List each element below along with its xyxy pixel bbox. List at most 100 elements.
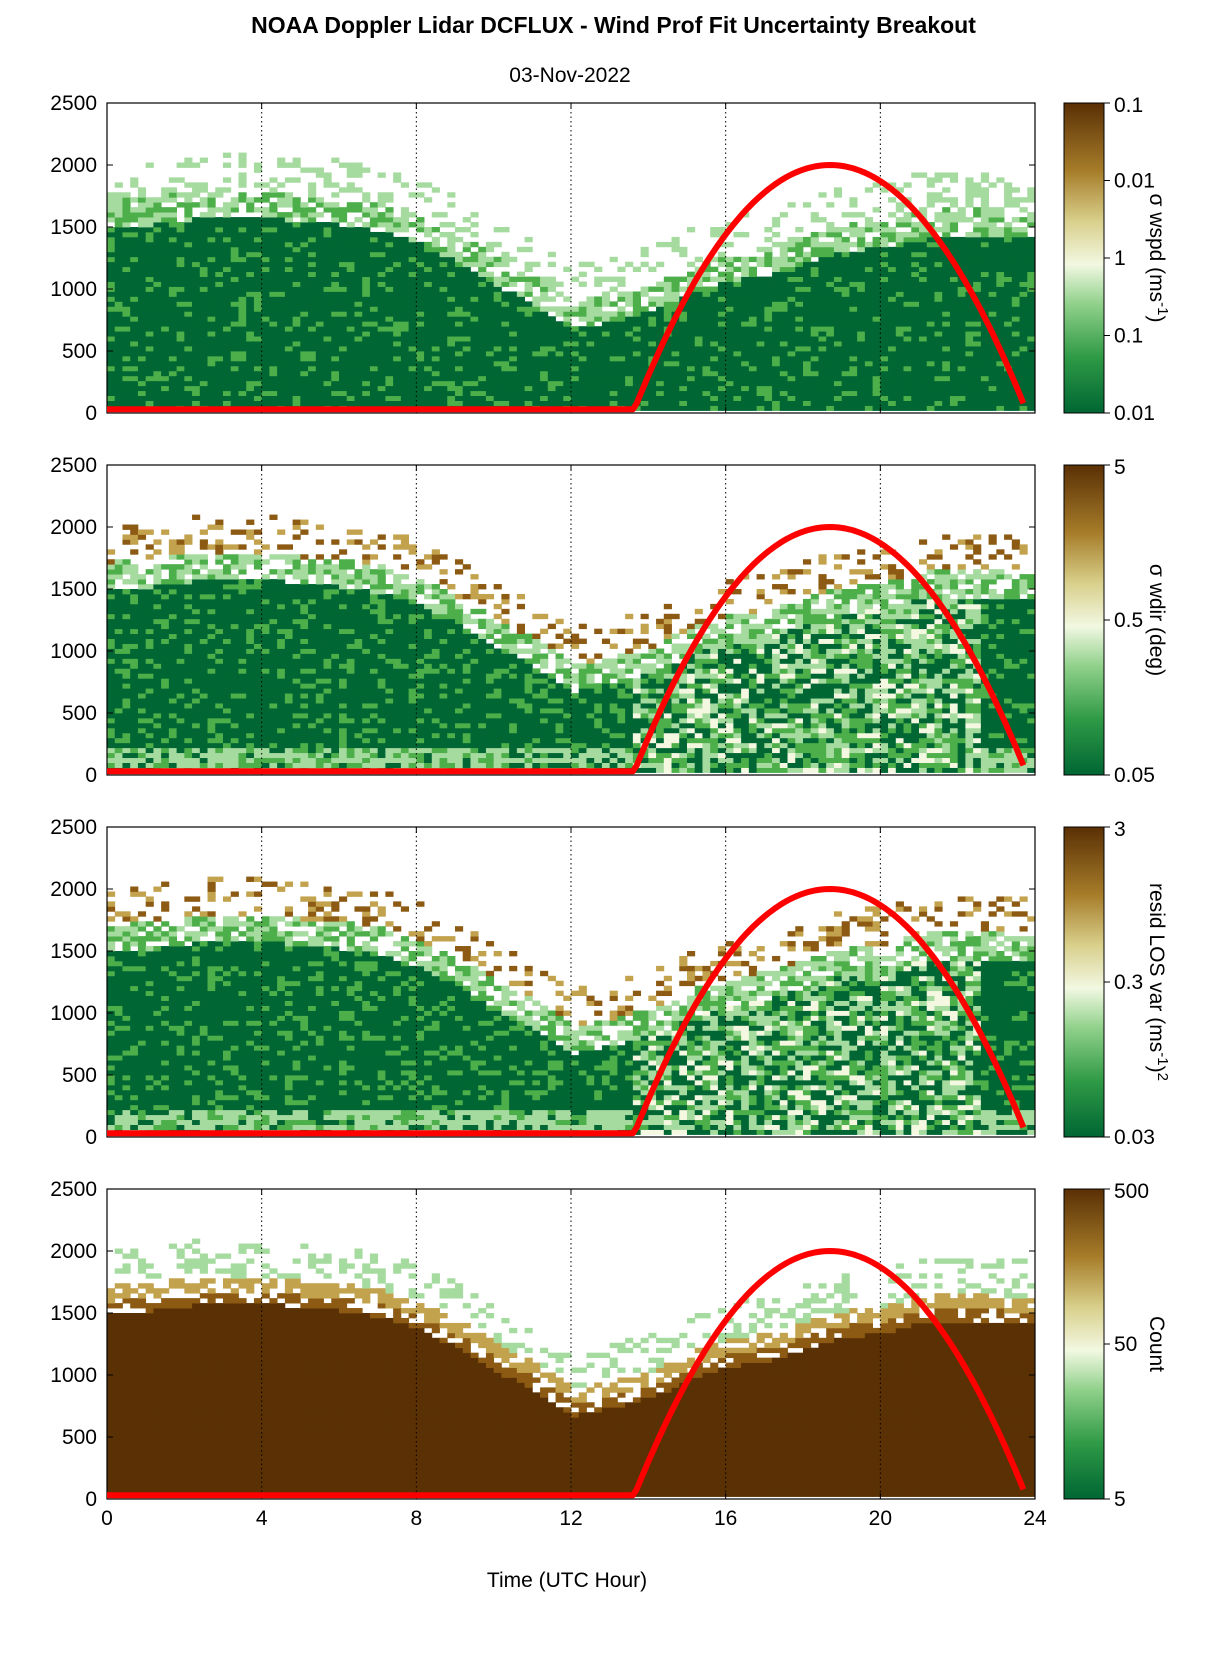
- heatmap-cell: [741, 346, 750, 352]
- heatmap-cell: [400, 341, 409, 347]
- heatmap-cell: [207, 316, 216, 322]
- heatmap-cell: [385, 326, 394, 332]
- heatmap-cell: [346, 266, 355, 273]
- heatmap-cell: [841, 365, 850, 372]
- heatmap-cell: [1027, 291, 1036, 297]
- colorbar-tick-label: 0.1: [1114, 325, 1143, 348]
- heatmap-cell: [501, 380, 510, 387]
- heatmap-cell: [269, 177, 278, 183]
- heatmap-cell: [354, 231, 363, 238]
- heatmap-cell: [393, 400, 402, 406]
- heatmap-cell: [1011, 365, 1020, 372]
- heatmap-cell: [431, 266, 440, 273]
- heatmap-cell: [339, 251, 348, 258]
- heatmap-cell: [849, 336, 858, 342]
- heatmap-cell: [107, 713, 116, 719]
- heatmap-cell: [694, 390, 703, 397]
- heatmap-cell: [787, 241, 796, 248]
- heatmap-cell: [253, 241, 263, 248]
- heatmap-cell: [772, 231, 781, 238]
- heatmap-cell: [810, 311, 819, 317]
- heatmap-cell: [779, 271, 788, 277]
- heatmap-cell: [903, 351, 912, 357]
- heatmap-cell: [864, 281, 873, 287]
- heatmap-cell: [926, 182, 935, 188]
- heatmap-cell: [153, 727, 162, 734]
- heatmap-cell: [230, 400, 239, 406]
- heatmap-cell: [176, 628, 185, 635]
- heatmap-cell: [145, 256, 154, 263]
- heatmap-cell: [114, 311, 123, 317]
- heatmap-cell: [184, 668, 193, 674]
- heatmap-cell: [137, 722, 147, 729]
- heatmap-cell: [400, 380, 409, 387]
- heatmap-cell: [315, 271, 324, 277]
- heatmap-cell: [176, 281, 185, 287]
- heatmap-cell: [571, 306, 580, 312]
- heatmap-cell: [137, 618, 147, 625]
- heatmap-cell: [199, 261, 208, 268]
- heatmap-cell: [339, 395, 348, 401]
- heatmap-cell: [524, 360, 533, 367]
- heatmap-cell: [833, 286, 843, 292]
- heatmap-cell: [965, 236, 974, 243]
- heatmap-cell: [733, 336, 742, 342]
- heatmap-cell: [632, 336, 641, 342]
- heatmap-cell: [1027, 380, 1036, 387]
- heatmap-cell: [137, 628, 147, 635]
- heatmap-cell: [130, 638, 139, 644]
- heatmap-cell: [184, 623, 193, 630]
- heatmap-cell: [455, 256, 464, 263]
- heatmap-cell: [656, 311, 665, 317]
- heatmap-cell: [547, 351, 556, 357]
- heatmap-cell: [601, 316, 611, 322]
- heatmap-cell: [176, 623, 185, 630]
- heatmap-cell: [331, 390, 340, 397]
- heatmap-cell: [184, 400, 193, 406]
- heatmap-cell: [733, 331, 742, 337]
- heatmap-cell: [1011, 251, 1020, 258]
- heatmap-cell: [107, 207, 116, 213]
- heatmap-cell: [888, 311, 897, 317]
- heatmap-cell: [153, 752, 162, 759]
- heatmap-cell: [725, 355, 734, 362]
- heatmap-cell: [841, 276, 850, 282]
- heatmap-cell: [555, 326, 564, 332]
- heatmap-cell: [114, 316, 123, 322]
- heatmap-cell: [308, 375, 317, 382]
- heatmap-cell: [1011, 301, 1020, 307]
- heatmap-cell: [369, 246, 379, 253]
- heatmap-cell: [864, 286, 873, 292]
- heatmap-cell: [168, 608, 177, 615]
- heatmap-cell: [942, 331, 951, 337]
- heatmap-cell: [702, 276, 711, 282]
- heatmap-cell: [833, 311, 843, 317]
- heatmap-cell: [130, 281, 139, 287]
- heatmap-cell: [965, 276, 974, 282]
- heatmap-cell: [431, 296, 440, 302]
- heatmap-cell: [980, 202, 989, 208]
- heatmap-cell: [617, 321, 626, 327]
- heatmap-cell: [184, 365, 193, 372]
- heatmap-cell: [625, 355, 634, 362]
- heatmap-cell: [772, 321, 781, 327]
- heatmap-cell: [810, 370, 819, 377]
- heatmap-cell: [261, 236, 270, 243]
- heatmap-cell: [168, 286, 177, 292]
- heatmap-cell: [795, 316, 804, 322]
- heatmap-cell: [965, 246, 974, 253]
- heatmap-cell: [369, 321, 379, 327]
- heatmap-cell: [532, 380, 541, 387]
- heatmap-cell: [184, 162, 193, 168]
- heatmap-cell: [996, 231, 1005, 238]
- heatmap-cell: [145, 301, 154, 307]
- heatmap-cell: [223, 375, 232, 382]
- heatmap-cell: [447, 236, 456, 243]
- heatmap-cell: [818, 380, 827, 387]
- heatmap-cell: [663, 360, 672, 367]
- heatmap-cell: [833, 405, 843, 411]
- heatmap-cell: [988, 266, 997, 273]
- heatmap-cell: [184, 673, 193, 679]
- heatmap-cell: [385, 336, 394, 342]
- heatmap-cell: [130, 747, 139, 754]
